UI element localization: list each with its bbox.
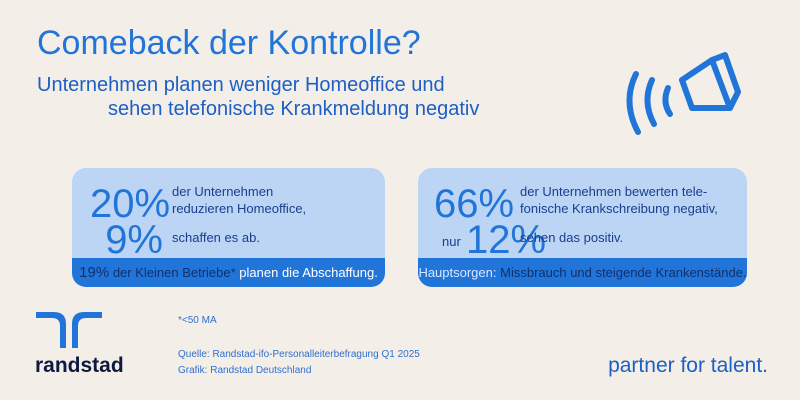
stat-text: der Unternehmen bewerten tele-: [520, 184, 708, 199]
stat-prefix: nur: [442, 234, 461, 249]
footer-text: der Kleinen Betriebe*: [112, 265, 236, 280]
title: Comeback der Kontrolle?: [37, 24, 421, 62]
megaphone-icon: [626, 52, 741, 135]
source: Quelle: Randstad-ifo-Personalleiterbefra…: [178, 349, 420, 360]
footer-label: Hauptsorgen:: [418, 265, 497, 280]
subtitle: Unternehmen planen weniger Homeoffice un…: [37, 74, 445, 96]
card-footer: Hauptsorgen: Missbrauch und steigende Kr…: [418, 258, 747, 287]
stat-text: schaffen es ab.: [172, 230, 260, 245]
stat: 20%: [90, 182, 171, 226]
stat-card: 20% der Unternehmen reduzieren Homeoffic…: [72, 168, 385, 287]
footnote: *<50 MA: [178, 315, 217, 326]
logo-text: randstad: [35, 354, 124, 377]
stat-text: reduzieren Homeoffice,: [172, 201, 307, 216]
stat: 9%: [105, 218, 163, 262]
stat-card: 66% der Unternehmen bewerten tele- fonis…: [418, 168, 747, 287]
stat: 12%: [466, 218, 547, 262]
subtitle: sehen telefonische Krankmeldung negativ: [108, 98, 480, 120]
stat-text: sehen das positiv.: [520, 230, 624, 245]
stat-text: fonische Krankschreibung negativ,: [520, 201, 718, 216]
stat: 66%: [434, 182, 515, 226]
logo-mark: [36, 312, 102, 348]
footer-text: Missbrauch und steigende Krankenstände.: [500, 265, 747, 280]
source: Grafik: Randstad Deutschland: [178, 365, 312, 376]
footer-stat: 19%: [79, 264, 110, 281]
footer-text: planen die Abschaffung.: [239, 265, 378, 280]
tagline: partner for talent.: [608, 354, 768, 377]
stat-text: der Unternehmen: [172, 184, 274, 199]
card-footer: 19% der Kleinen Betriebe* planen die Abs…: [72, 258, 385, 287]
